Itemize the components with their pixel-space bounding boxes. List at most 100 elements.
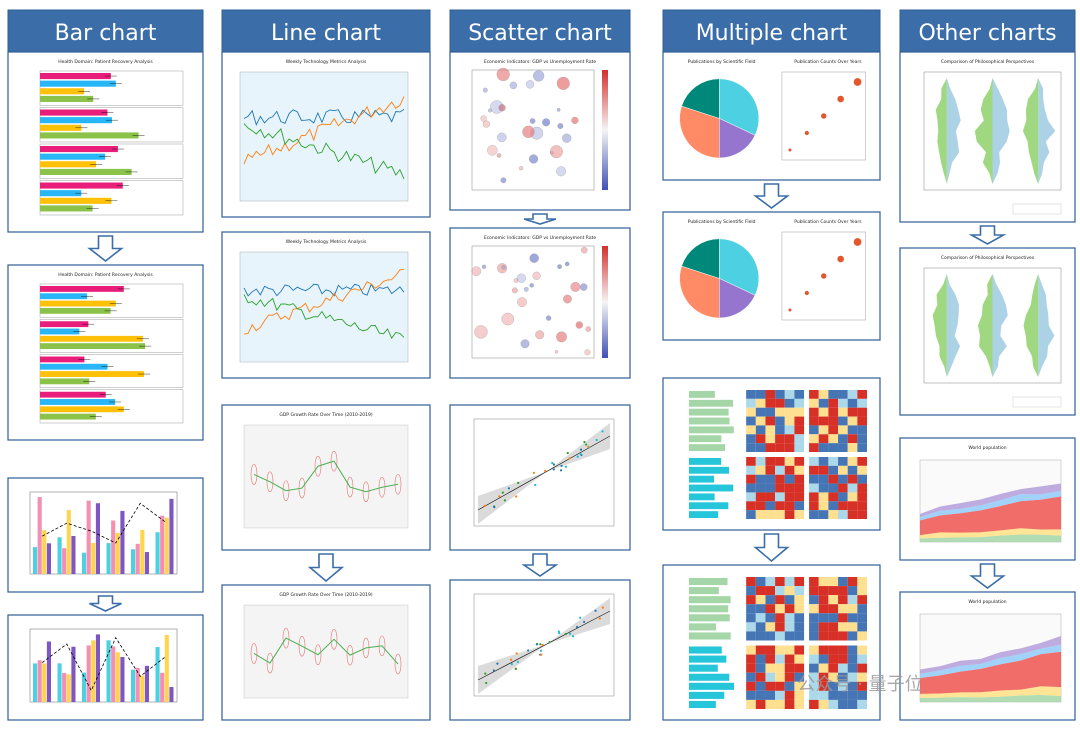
sketch-cell (818, 457, 829, 466)
sketch-cell (775, 622, 785, 632)
sketch-point (548, 641, 551, 644)
sketch-bar (689, 408, 729, 416)
sketch-cell (755, 613, 766, 623)
sketch-cell (775, 434, 785, 444)
sketch-cell (765, 465, 776, 475)
sketch-cell (857, 604, 867, 614)
sketch-point (584, 349, 591, 356)
sketch-point (509, 658, 513, 661)
sketch-bar (40, 190, 82, 197)
sketch-cell (755, 474, 766, 484)
sketch-point (481, 264, 487, 269)
sketch-wedge (681, 78, 720, 119)
sketch-cell (784, 465, 795, 475)
sketch-bar (689, 399, 734, 407)
sketch-cell (828, 457, 839, 466)
sketch-cell (755, 672, 766, 682)
sketch-ellipse (282, 627, 290, 649)
sketch-cell (765, 690, 776, 700)
sketch-ellipse (250, 464, 258, 485)
sketch-point (509, 81, 518, 90)
down-arrow (521, 553, 559, 577)
sketch-point (519, 166, 524, 171)
panel-frame (449, 579, 631, 721)
sketch-bar (40, 343, 146, 350)
sketch-point (557, 264, 562, 269)
sketch-cell (794, 483, 805, 493)
sketch-bar (40, 413, 96, 420)
sketch-cell (828, 577, 839, 587)
sketch-point (515, 652, 518, 655)
panel: Comparison of Philosophical Perspectives (899, 51, 1076, 223)
sketch-cell (794, 654, 805, 664)
sketch-cell (838, 398, 848, 408)
sketch-cell (765, 510, 776, 519)
sketch-area (920, 528, 1061, 539)
sketch-bar (40, 132, 139, 139)
panel-title: Health Domain: Patient Recovery Analysis (58, 59, 153, 65)
sketch-bar (57, 537, 62, 574)
sketch-cell (847, 510, 858, 519)
sketch-cell (794, 510, 805, 519)
sketch-cell (838, 613, 848, 623)
sketch-cell (828, 474, 839, 484)
sketch-cell (755, 407, 766, 417)
sketch-point (556, 166, 567, 177)
sketch-cell (847, 457, 858, 466)
sketch-violin (935, 78, 947, 184)
panel: GDP Growth Rate Over Time (2010-2019) (221, 404, 431, 551)
sketch-cell (794, 672, 805, 682)
sketch-cell (784, 586, 795, 596)
sketch-cell (847, 398, 858, 408)
sketch-area (920, 534, 1061, 542)
sketch-point (535, 643, 538, 646)
sketch-cell (818, 425, 829, 435)
sketch-cell (746, 492, 756, 502)
sketch-legend (1012, 203, 1062, 215)
sketch-cell (765, 474, 776, 484)
sketch-cell (857, 699, 867, 709)
sketch-cell (755, 645, 766, 655)
sketch-bar (82, 672, 87, 702)
sketch-cell (794, 604, 805, 614)
sketch-bar (66, 674, 71, 702)
sketch-cell (809, 483, 819, 493)
sketch-cell (755, 492, 766, 502)
sketch-band (478, 598, 610, 694)
down-arrow (753, 183, 790, 209)
panel-title: Comparison of Philosophical Perspectives (941, 255, 1035, 261)
watermark: 公众号 · 量子位 (797, 674, 922, 695)
sketch-point (545, 315, 552, 321)
panel-title: Publication Counts Over Years (794, 219, 862, 225)
sketch-violin (974, 78, 993, 184)
sketch-ellipse (266, 652, 274, 674)
sketch-cell (828, 416, 839, 426)
sketch-colorbar (602, 70, 608, 190)
sketch-ellipse (266, 471, 274, 493)
sketch-point (539, 643, 542, 646)
sketch-point (525, 80, 535, 89)
sketch-cell (809, 434, 819, 444)
sketch-point (517, 481, 520, 484)
sketch-bar (40, 205, 93, 212)
sketch-cell (784, 577, 795, 587)
sketch-cell (765, 654, 776, 664)
sketch-bar (40, 378, 90, 385)
sketch-cell (838, 416, 848, 426)
sketch-bar (86, 645, 91, 702)
sketch-cell (765, 622, 776, 632)
sketch-cell (857, 416, 867, 426)
sketch-cell (784, 595, 795, 605)
sketch-cell (857, 425, 867, 435)
sketch-frame (29, 491, 178, 575)
sketch-cell (746, 690, 756, 700)
sketch-cell (794, 425, 805, 435)
sketch-cell (809, 425, 819, 435)
sketch-point (500, 177, 507, 184)
sketch-bar (160, 515, 165, 574)
sketch-cell (746, 654, 756, 664)
sketch-point (554, 350, 559, 354)
sketch-cell (794, 407, 805, 417)
sketch-point (485, 681, 488, 685)
sketch-cell (775, 398, 785, 408)
